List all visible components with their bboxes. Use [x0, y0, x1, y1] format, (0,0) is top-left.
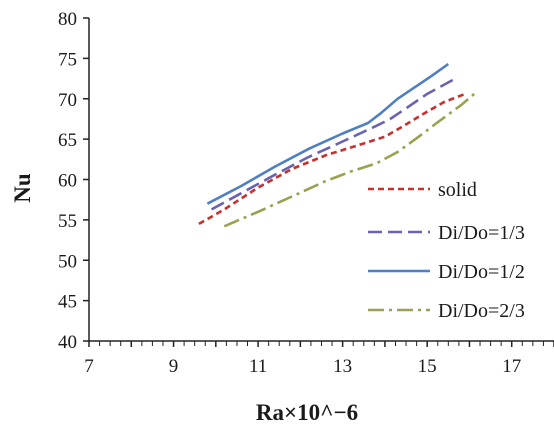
legend-label-1: solid: [438, 179, 477, 201]
x-tick-label: 13: [333, 356, 352, 377]
series-line-1: [198, 92, 466, 226]
legend-label-2: Di/Do=1/3: [438, 222, 525, 244]
y-tick-label: 75: [58, 49, 77, 70]
axes: 40 45 50 55 60 65 70 75 80 7 9 11 13 15 17: [58, 9, 554, 377]
series-line-3: [206, 62, 450, 205]
y-tick-label: 80: [58, 9, 77, 30]
y-tick-label: 65: [58, 130, 77, 151]
x-tick-label: 9: [169, 356, 179, 377]
legend: solid Di/Do=1/3 Di/Do=1/2 Di/Do=2/3: [368, 179, 525, 322]
y-tick-label: 60: [58, 171, 77, 192]
x-axis-title: Ra×10^−6: [256, 400, 358, 425]
y-axis-title: Nu: [10, 173, 35, 203]
x-tick-label: 17: [502, 356, 521, 377]
y-tick-label: 50: [58, 251, 77, 272]
y-tick-label: 55: [58, 211, 77, 232]
series-line-2: [210, 76, 458, 211]
legend-label-4: Di/Do=2/3: [438, 300, 525, 322]
series-lines: [198, 62, 479, 228]
y-tick-label: 45: [58, 292, 77, 313]
series-line-4: [223, 89, 479, 228]
legend-label-3: Di/Do=1/2: [438, 261, 525, 283]
y-tick-label: 70: [58, 90, 77, 111]
x-tick-label: 7: [84, 356, 94, 377]
x-tick-label: 11: [249, 356, 267, 377]
x-tick-label: 15: [418, 356, 437, 377]
y-tick-label: 40: [58, 332, 77, 353]
